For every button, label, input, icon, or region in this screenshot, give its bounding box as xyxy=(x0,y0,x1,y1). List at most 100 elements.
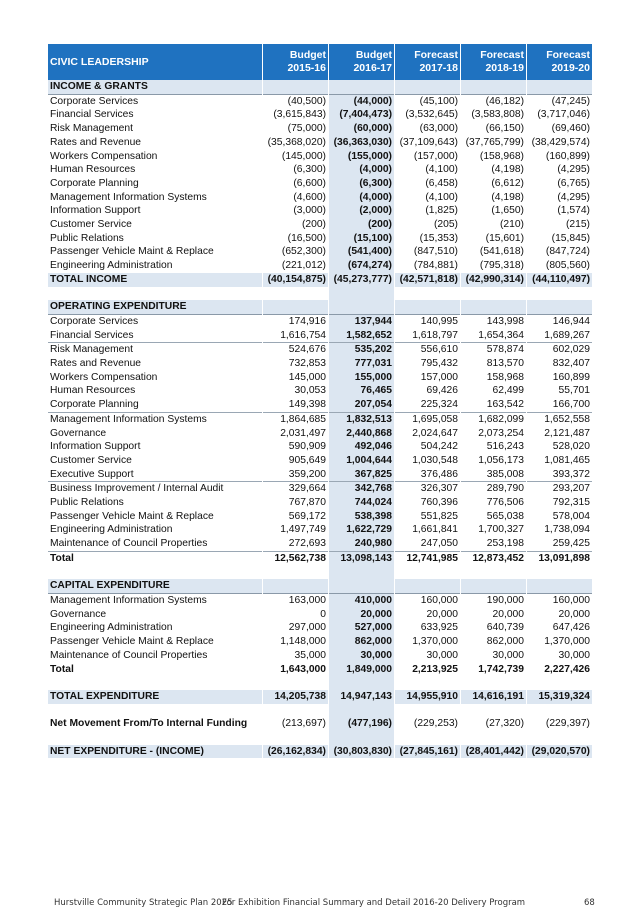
value-cell: (15,845) xyxy=(551,232,590,244)
table-row: Passenger Vehicle Maint & Replace 1,148,0… xyxy=(48,635,592,649)
value-cell: (40,154,875) xyxy=(263,272,328,287)
value-cell: 777,031 xyxy=(329,357,394,371)
row-label xyxy=(48,676,262,690)
value-cell: 2,227,426 xyxy=(544,663,590,675)
footer-document-title: Hurstville Community Strategic Plan 2025 xyxy=(54,898,233,908)
value-cell: 376,486 xyxy=(420,468,458,480)
value-cell: (40,500) xyxy=(287,95,326,107)
table-body: INCOME & GRANTS Corporate Services (40,500… xyxy=(48,80,592,759)
value-cell xyxy=(329,286,394,301)
value-cell: (42,571,818) xyxy=(395,272,460,287)
value-cell: (38,429,574) xyxy=(531,136,590,148)
value-cell: (205) xyxy=(433,219,458,231)
row-label xyxy=(48,287,262,301)
table-row: Corporate Services 174,916 137,944 140,995 1… xyxy=(48,314,592,329)
value-cell: (27,845,161) xyxy=(395,744,460,759)
table-row: Executive Support 359,200 367,825 376,486 38… xyxy=(48,467,592,482)
value-cell: 1,661,841 xyxy=(412,524,458,536)
value-cell: 385,008 xyxy=(486,468,524,480)
value-cell: (6,300) xyxy=(329,176,394,191)
table-row: Engineering Administration (221,012) (674,… xyxy=(48,259,592,273)
value-cell: (44,110,497) xyxy=(527,272,592,287)
value-cell: (37,109,643) xyxy=(399,136,458,148)
value-cell: 76,465 xyxy=(329,384,394,399)
value-cell: (42,990,314) xyxy=(461,272,526,287)
value-cell: (2,000) xyxy=(329,204,394,219)
table-row: Business Improvement / Internal Audit 329… xyxy=(48,481,592,497)
value-cell: (1,650) xyxy=(491,205,524,217)
value-cell: 1,738,094 xyxy=(544,524,590,536)
value-cell: 862,000 xyxy=(486,636,524,648)
value-cell: (4,100) xyxy=(425,164,458,176)
value-cell: (6,458) xyxy=(425,177,458,189)
table-row: Financial Services 1,616,754 1,582,652 1,61… xyxy=(48,328,592,343)
value-cell: (44,000) xyxy=(329,94,394,109)
table-row: Risk Management (75,000) (60,000) (63,000) (… xyxy=(48,122,592,136)
value-cell: 12,741,985 xyxy=(395,550,460,566)
section-header-row: OPERATING EXPENDITURE xyxy=(48,300,592,315)
value-cell: (158,968) xyxy=(479,150,524,162)
value-cell: 744,024 xyxy=(329,496,394,510)
row-label: Workers Compensation xyxy=(50,150,158,162)
spacer-row xyxy=(48,730,592,745)
value-cell: (215) xyxy=(565,219,590,231)
value-cell: 160,000 xyxy=(552,594,590,606)
value-cell: (795,318) xyxy=(479,260,524,272)
value-cell: 862,000 xyxy=(329,635,394,649)
table-row: TOTAL EXPENDITURE 14,205,738 14,947,143 14,… xyxy=(48,689,592,704)
value-cell xyxy=(395,676,460,690)
row-label: Rates and Revenue xyxy=(50,136,142,148)
table-row: Public Relations 767,870 744,024 760,396 776… xyxy=(48,496,592,510)
value-cell: 14,205,738 xyxy=(263,689,328,704)
value-cell: 30,000 xyxy=(329,648,394,663)
value-cell: 158,968 xyxy=(486,371,524,383)
value-cell xyxy=(527,566,592,580)
value-cell: 359,200 xyxy=(288,468,326,480)
value-cell: 30,000 xyxy=(492,649,525,661)
value-cell xyxy=(527,731,592,745)
value-cell: (15,353) xyxy=(419,232,458,244)
table-row: Rates and Revenue (35,368,020) (36,363,030… xyxy=(48,135,592,150)
value-cell: (157,000) xyxy=(413,150,458,162)
civic-leadership-budget-table: CIVIC LEADERSHIP Budget 2015-16 Budget 201… xyxy=(47,44,593,759)
value-cell: 1,689,267 xyxy=(544,329,590,341)
value-cell xyxy=(263,676,328,690)
table-row: Management Information Systems 163,000 410… xyxy=(48,593,592,608)
value-cell: 140,995 xyxy=(420,315,458,327)
value-cell: 393,372 xyxy=(552,468,590,480)
table-row: Engineering Administration 297,000 527,000… xyxy=(48,621,592,636)
value-cell: (47,245) xyxy=(551,95,590,107)
row-label xyxy=(48,704,262,718)
value-cell: 145,000 xyxy=(288,371,326,383)
value-cell: 20,000 xyxy=(426,608,459,620)
value-cell: (15,601) xyxy=(485,232,524,244)
row-label: Passenger Vehicle Maint & Replace xyxy=(50,246,214,258)
value-cell: 551,825 xyxy=(420,510,458,522)
value-cell: 1,148,000 xyxy=(280,636,326,648)
value-cell: 1,370,000 xyxy=(412,636,458,648)
value-cell: (541,400) xyxy=(329,245,394,260)
value-cell: 1,682,099 xyxy=(461,411,526,427)
value-cell: 297,000 xyxy=(288,622,326,634)
column-header: Forecast 2018-19 xyxy=(461,44,526,80)
row-label: INCOME & GRANTS xyxy=(48,80,262,95)
table-row: Maintenance of Council Properties 35,000 3… xyxy=(48,648,592,663)
value-cell xyxy=(527,676,592,690)
value-cell: 190,000 xyxy=(486,594,524,606)
row-label: Public Relations xyxy=(50,232,124,244)
value-cell xyxy=(461,579,526,594)
row-label: Financial Services xyxy=(50,109,134,121)
value-cell: 155,000 xyxy=(329,370,394,385)
row-label: Human Resources xyxy=(50,164,136,176)
value-cell: (27,320) xyxy=(485,718,524,730)
value-cell: 12,873,452 xyxy=(461,550,526,566)
value-cell: 795,432 xyxy=(420,358,458,370)
table-row: Governance 0 20,000 20,000 20,000 20,000 xyxy=(48,607,592,622)
row-label: Governance xyxy=(50,427,107,439)
value-cell: 1,582,652 xyxy=(329,328,394,343)
value-cell: 14,616,191 xyxy=(461,689,526,704)
value-cell: 516,243 xyxy=(486,441,524,453)
value-cell: 2,213,925 xyxy=(412,663,458,675)
value-cell xyxy=(263,579,328,594)
value-cell: 535,202 xyxy=(329,342,394,358)
